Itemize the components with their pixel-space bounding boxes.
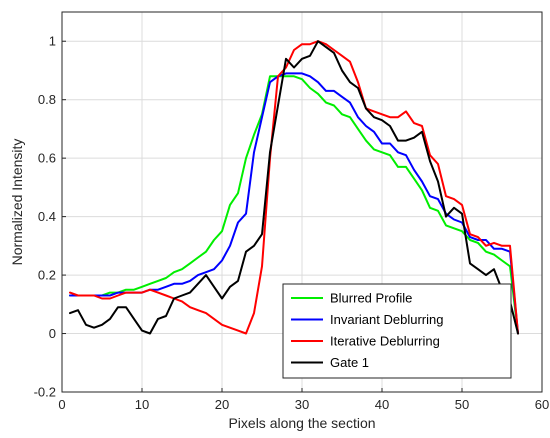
x-tick-label: 30 bbox=[295, 397, 309, 412]
x-tick-label: 10 bbox=[135, 397, 149, 412]
series-line-1 bbox=[69, 75, 519, 335]
legend-label: Invariant Deblurring bbox=[330, 312, 443, 327]
legend-label: Gate 1 bbox=[330, 355, 369, 370]
legend: Blurred Profile Invariant Deblurring Itera… bbox=[282, 283, 512, 379]
y-axis-label: Normalized Intensity bbox=[9, 139, 25, 266]
y-tick-label: 0.2 bbox=[38, 268, 56, 283]
series-line-3 bbox=[69, 40, 519, 335]
y-tick-label: 0.6 bbox=[38, 151, 56, 166]
grid bbox=[61, 12, 543, 393]
y-tick-label: 0.4 bbox=[38, 209, 56, 224]
legend-label: Blurred Profile bbox=[330, 291, 412, 306]
y-tick-label: -0.2 bbox=[34, 385, 56, 400]
y-tick-label: 0.8 bbox=[38, 92, 56, 107]
x-tick-label: 40 bbox=[375, 397, 389, 412]
y-tick-label: 0 bbox=[49, 326, 56, 341]
y-tick-label: 1 bbox=[49, 34, 56, 49]
x-axis-label: Pixels along the section bbox=[228, 415, 375, 431]
x-tick-label: 50 bbox=[455, 397, 469, 412]
series-lines bbox=[69, 40, 519, 335]
x-tick-label: 20 bbox=[215, 397, 229, 412]
x-tick-label: 0 bbox=[58, 397, 65, 412]
legend-label: Iterative Deblurring bbox=[330, 334, 440, 349]
ticks: 0 10 20 30 40 50 60-0.200.20.40.60.81 bbox=[34, 34, 550, 412]
series-line-4 bbox=[69, 40, 519, 335]
x-tick-label: 60 bbox=[535, 397, 549, 412]
